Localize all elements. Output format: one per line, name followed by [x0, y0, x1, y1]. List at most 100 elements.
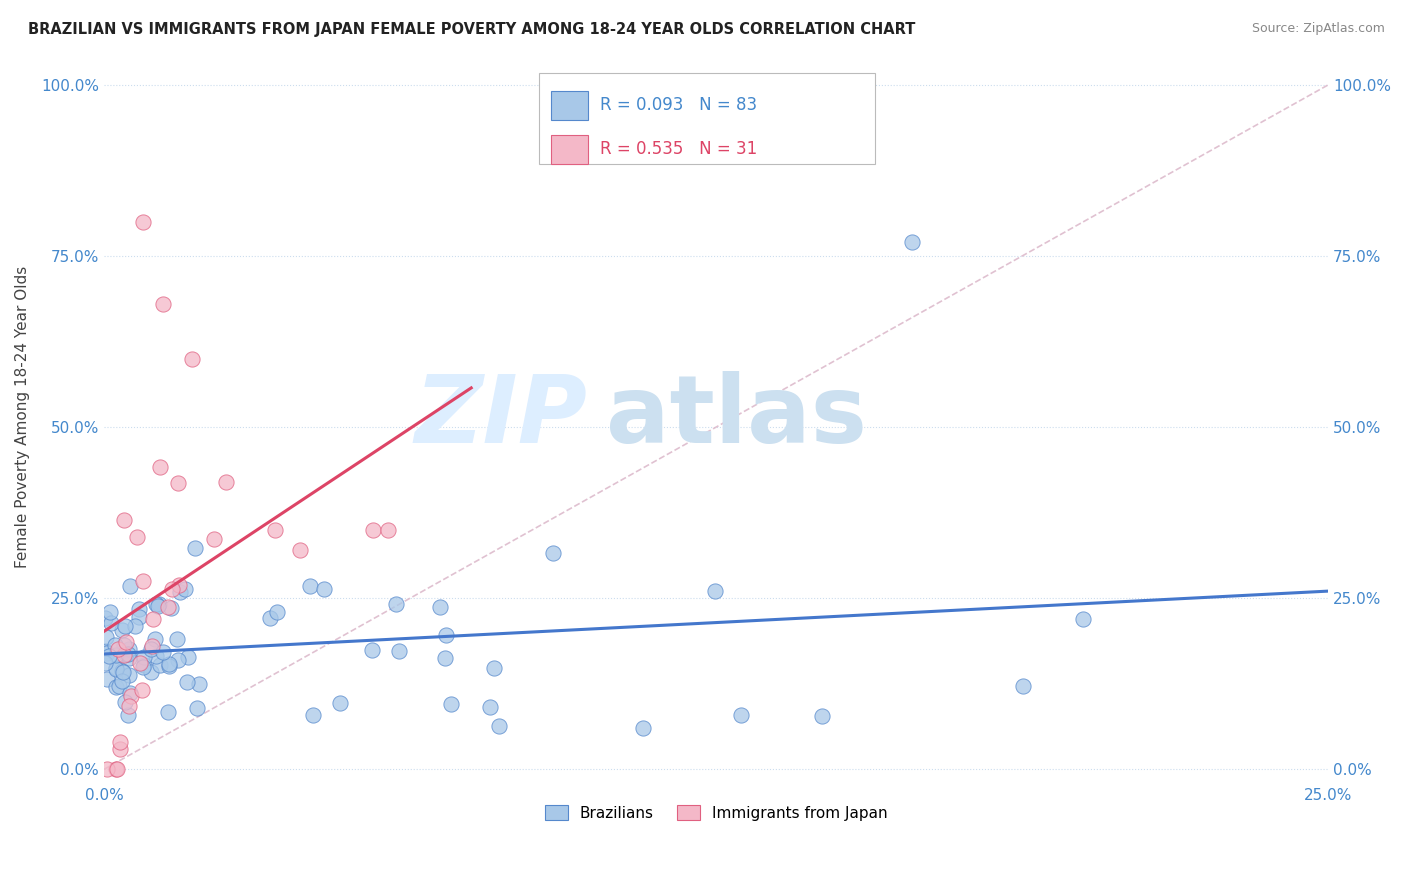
- Point: [108, 742, 131, 756]
- Point: [377, 523, 399, 537]
- Point: [132, 215, 155, 229]
- Bar: [551, 135, 588, 164]
- Point: [901, 235, 924, 250]
- Point: [132, 660, 155, 674]
- Point: [478, 700, 501, 714]
- Point: [111, 665, 134, 679]
- Point: [112, 513, 135, 527]
- Point: [167, 653, 190, 667]
- Point: [128, 657, 150, 671]
- Point: [94, 644, 117, 658]
- Point: [156, 600, 179, 615]
- Point: [298, 579, 321, 593]
- Point: [302, 708, 325, 723]
- Point: [96, 763, 118, 777]
- Point: [118, 579, 141, 593]
- Point: [631, 721, 654, 735]
- Point: [118, 641, 141, 656]
- Point: [730, 707, 752, 722]
- Point: [488, 719, 510, 733]
- Point: [312, 582, 335, 596]
- Point: [120, 689, 142, 703]
- Point: [482, 661, 505, 675]
- Point: [104, 680, 127, 694]
- Point: [114, 635, 136, 649]
- Bar: [551, 91, 588, 120]
- Point: [152, 645, 174, 659]
- Point: [132, 657, 155, 672]
- Point: [152, 297, 174, 311]
- Point: [111, 665, 134, 680]
- Point: [434, 651, 457, 665]
- Point: [110, 735, 132, 749]
- Point: [541, 546, 564, 560]
- Point: [139, 665, 162, 679]
- Point: [124, 619, 146, 633]
- Point: [176, 674, 198, 689]
- Text: ZIP: ZIP: [415, 371, 588, 463]
- Point: [434, 628, 457, 642]
- Point: [360, 643, 382, 657]
- Text: BRAZILIAN VS IMMIGRANTS FROM JAPAN FEMALE POVERTY AMONG 18-24 YEAR OLDS CORRELAT: BRAZILIAN VS IMMIGRANTS FROM JAPAN FEMAL…: [28, 22, 915, 37]
- Text: R = 0.093   N = 83: R = 0.093 N = 83: [600, 95, 756, 114]
- Point: [105, 660, 128, 674]
- Point: [148, 597, 170, 611]
- Point: [288, 543, 311, 558]
- Point: [142, 612, 165, 626]
- Point: [703, 583, 725, 598]
- Point: [128, 602, 150, 616]
- Point: [111, 674, 134, 689]
- Point: [97, 648, 120, 663]
- Point: [157, 657, 180, 671]
- Point: [160, 601, 183, 615]
- Point: [112, 648, 135, 662]
- Point: [105, 763, 128, 777]
- Point: [141, 639, 163, 653]
- Point: [117, 708, 139, 723]
- Point: [143, 632, 166, 647]
- Point: [1012, 679, 1035, 693]
- Point: [259, 611, 281, 625]
- Point: [120, 686, 142, 700]
- Y-axis label: Female Poverty Among 18-24 Year Olds: Female Poverty Among 18-24 Year Olds: [15, 266, 30, 568]
- Point: [329, 696, 352, 710]
- Point: [440, 697, 463, 711]
- Point: [111, 623, 134, 637]
- Point: [162, 582, 184, 596]
- Point: [181, 351, 204, 366]
- FancyBboxPatch shape: [538, 72, 875, 164]
- Point: [177, 649, 200, 664]
- Point: [388, 644, 411, 658]
- Point: [118, 667, 141, 681]
- Text: Source: ZipAtlas.com: Source: ZipAtlas.com: [1251, 22, 1385, 36]
- Point: [134, 649, 156, 664]
- Point: [118, 651, 141, 665]
- Point: [132, 574, 155, 589]
- Point: [104, 638, 127, 652]
- Point: [146, 599, 169, 613]
- Point: [1071, 612, 1094, 626]
- Point: [810, 708, 832, 723]
- Point: [118, 698, 141, 713]
- Point: [98, 605, 121, 619]
- Text: atlas: atlas: [606, 371, 868, 463]
- Point: [145, 597, 167, 611]
- Point: [105, 763, 128, 777]
- Point: [166, 632, 188, 647]
- Text: R = 0.535   N = 31: R = 0.535 N = 31: [600, 140, 756, 158]
- Point: [157, 658, 180, 673]
- Point: [186, 700, 208, 714]
- Point: [145, 649, 167, 664]
- Legend: Brazilians, Immigrants from Japan: Brazilians, Immigrants from Japan: [538, 798, 894, 827]
- Point: [174, 582, 197, 596]
- Point: [96, 647, 118, 661]
- Point: [202, 532, 225, 546]
- Point: [149, 459, 172, 474]
- Point: [166, 475, 188, 490]
- Point: [114, 619, 136, 633]
- Point: [169, 584, 191, 599]
- Point: [115, 647, 138, 661]
- Point: [105, 648, 128, 662]
- Point: [96, 672, 118, 686]
- Point: [215, 475, 238, 489]
